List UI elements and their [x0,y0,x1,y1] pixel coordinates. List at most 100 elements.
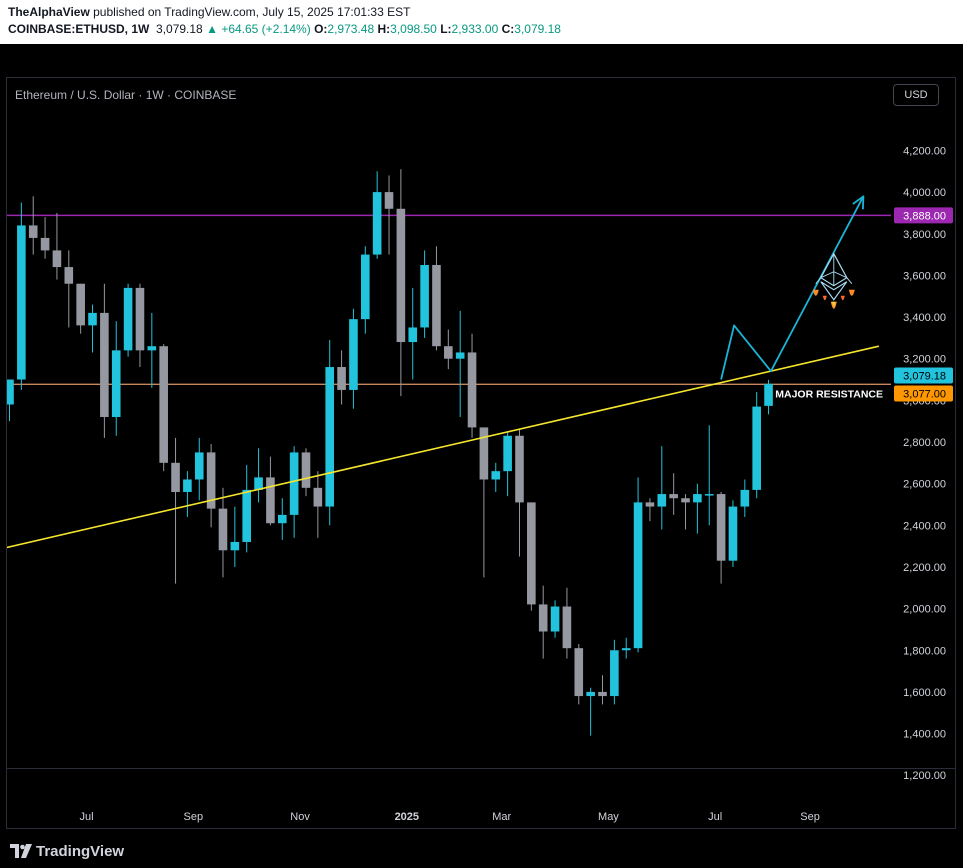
candle-body [301,452,311,488]
candle[interactable] [408,287,418,380]
candle-body [408,327,418,343]
candle[interactable] [5,379,14,422]
candle[interactable] [40,217,50,259]
candle[interactable] [752,392,761,499]
projection-path[interactable] [720,195,865,380]
candle[interactable] [527,502,536,611]
candle[interactable] [361,246,370,334]
candle[interactable] [467,333,477,438]
candle[interactable] [598,675,607,705]
candle-body [242,489,251,542]
candle[interactable] [716,491,726,584]
published-text: published on TradingView.com, July 15, 2… [89,5,411,19]
candle[interactable] [633,477,643,653]
tradingview-logo-icon [10,844,32,858]
candle[interactable] [538,585,548,659]
candle[interactable] [491,462,501,492]
purple-level-price-tag-text: 3,888.00 [903,210,946,222]
candle[interactable] [64,250,74,328]
candle[interactable] [183,471,192,517]
candle-body [621,648,631,651]
candle[interactable] [325,339,335,526]
candle[interactable] [681,494,690,530]
candle[interactable] [444,329,453,370]
resistance-price-tag: 3,077.00 [894,385,953,402]
candle-body [147,346,157,351]
candle[interactable] [242,464,251,553]
candle[interactable] [301,448,311,497]
candle[interactable] [254,448,263,503]
author-name[interactable]: TheAlphaView [8,5,90,19]
candle[interactable] [100,283,109,438]
candle-body [194,452,204,480]
candle[interactable] [313,471,323,538]
candle[interactable] [764,379,773,415]
candle[interactable] [111,321,121,436]
tradingview-brand[interactable]: TradingView [10,840,124,862]
candle[interactable] [159,344,168,472]
ascending-trendline[interactable] [4,345,880,549]
y-tick-label: 2,800.00 [903,437,946,449]
price-axis[interactable]: 1,200.00 1,400.00 1,600.00 1,800.00 2,000.00… [894,145,953,782]
candle[interactable] [455,310,465,418]
currency-button[interactable]: USD [893,84,939,106]
y-tick-label: 4,000.00 [903,187,946,199]
candle[interactable] [657,446,667,530]
candle-body [266,477,275,524]
candle[interactable] [218,487,228,578]
candle[interactable] [479,427,489,578]
candle-body [40,237,50,251]
candle-body [479,427,489,480]
candle-body [669,494,678,499]
brand-name: TradingView [36,842,125,860]
candle[interactable] [194,437,204,501]
candle[interactable] [396,169,406,397]
candle[interactable] [562,587,572,659]
low-label: L: [440,22,452,36]
candle[interactable] [574,644,584,705]
resistance-price-tag-text: 3,077.00 [903,388,946,400]
candle[interactable] [277,498,287,540]
candle[interactable] [337,350,346,405]
candle[interactable] [586,687,595,736]
candle[interactable] [728,500,738,567]
y-tick-label: 2,200.00 [903,562,946,574]
candle[interactable] [349,308,358,409]
candle[interactable] [610,639,619,705]
candle[interactable] [266,456,275,526]
candle[interactable] [171,437,180,584]
x-tick-label: Nov [290,811,310,823]
candle[interactable] [372,171,382,259]
candle[interactable] [17,202,26,390]
candle-body [527,502,536,605]
candle[interactable] [52,212,62,280]
candle[interactable] [645,498,655,522]
time-axis[interactable]: Jul Sep Nov 2025 Mar May Jul Sep [80,811,820,823]
candle[interactable] [28,196,38,255]
plot-area[interactable] [4,169,891,736]
candle[interactable] [669,473,678,515]
candle[interactable] [693,483,702,534]
candle-body [610,650,619,697]
candle[interactable] [704,425,714,526]
candle[interactable] [503,431,512,497]
candle[interactable] [88,304,97,353]
candle[interactable] [289,446,299,538]
candle[interactable] [147,312,157,388]
candle[interactable] [76,283,85,334]
candle[interactable] [230,506,240,567]
candle-body [206,452,216,509]
candle[interactable] [550,600,560,638]
candle[interactable] [206,444,216,528]
candle[interactable] [740,479,750,517]
candle-body [728,506,738,561]
candle-body [586,691,595,697]
candle[interactable] [432,246,441,351]
candle[interactable] [621,637,631,659]
candle[interactable] [420,250,429,338]
candle[interactable] [135,283,145,368]
candle[interactable] [384,175,394,255]
candle[interactable] [123,283,133,357]
candle[interactable] [515,429,524,557]
